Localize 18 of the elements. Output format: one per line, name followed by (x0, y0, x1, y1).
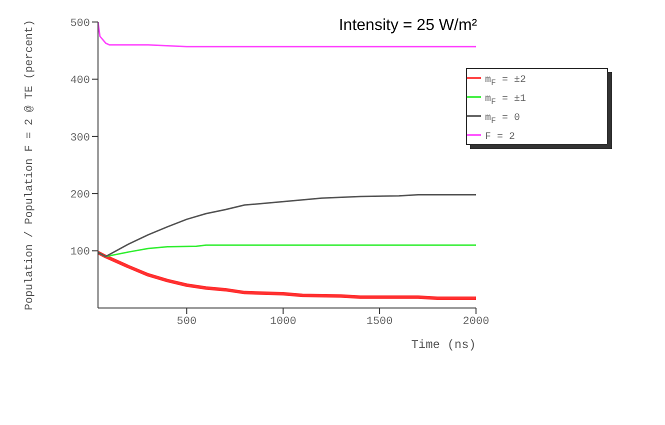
line-series (98, 250, 476, 300)
chart-title: Intensity = 25 W/m² (338, 17, 478, 34)
y-tick-label: 200 (70, 190, 90, 202)
x-tick-label: 1000 (270, 316, 296, 328)
x-tick-label: 500 (176, 316, 197, 328)
x-tick-label: 2000 (462, 316, 490, 328)
legend-label: m$_{F}$ = ±2 (485, 75, 526, 88)
y-axis-title: Population / Population F = 2 @ TE (percent) (24, 20, 36, 310)
y-tick-label: 100 (70, 246, 90, 259)
y-tick-label: 500 (70, 18, 90, 30)
line-series (98, 194, 476, 258)
legend-label: F = 2 (485, 132, 516, 143)
y-tick-label: 300 (70, 132, 90, 144)
legend-label: m$_{F}$ = 0 (485, 113, 520, 126)
legend-label: m$_{F}$ = ±1 (485, 94, 526, 107)
y-tick-label: 400 (70, 75, 90, 88)
x-axis-title: Time (ns) (411, 338, 476, 352)
x-tick-label: 1500 (366, 316, 393, 328)
